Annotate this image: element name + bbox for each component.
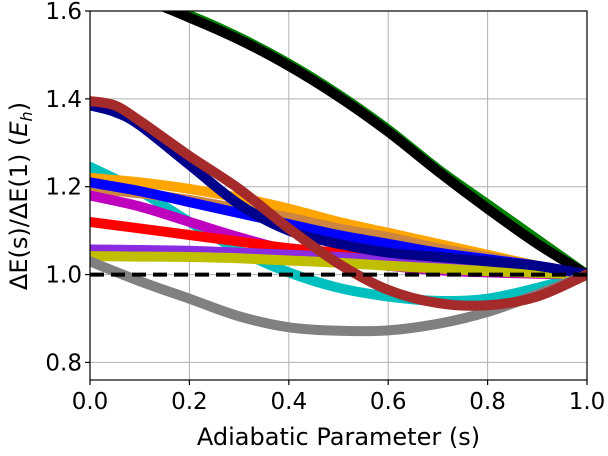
y-axis-title: ΔE(s)/ΔE(1) (Eh) (5, 102, 36, 290)
y-tick-label: 1.4 (45, 87, 82, 113)
x-tick-label: 0.6 (370, 389, 407, 415)
series-lines (90, 11, 587, 337)
x-tick-label: 0.8 (469, 389, 506, 415)
y-tick-label: 1.6 (45, 0, 82, 25)
x-tick-label: 1.0 (569, 389, 606, 415)
x-axis-title: Adiabatic Parameter (s) (197, 423, 480, 451)
series-line-brown (90, 96, 587, 311)
axis-ticks: 0.0 0.2 0.4 0.6 0.8 1.0 0.8 1.0 1.2 1.4 1.6 (45, 0, 605, 415)
y-tick-label: 1.0 (45, 263, 82, 289)
plot-frame (89, 10, 588, 381)
x-tick-label: 0.2 (171, 389, 208, 415)
y-tick-label: 1.2 (45, 175, 82, 201)
x-tick-label: 0.0 (72, 389, 109, 415)
x-tick-label: 0.4 (271, 389, 308, 415)
y-tick-label: 0.8 (45, 350, 82, 376)
